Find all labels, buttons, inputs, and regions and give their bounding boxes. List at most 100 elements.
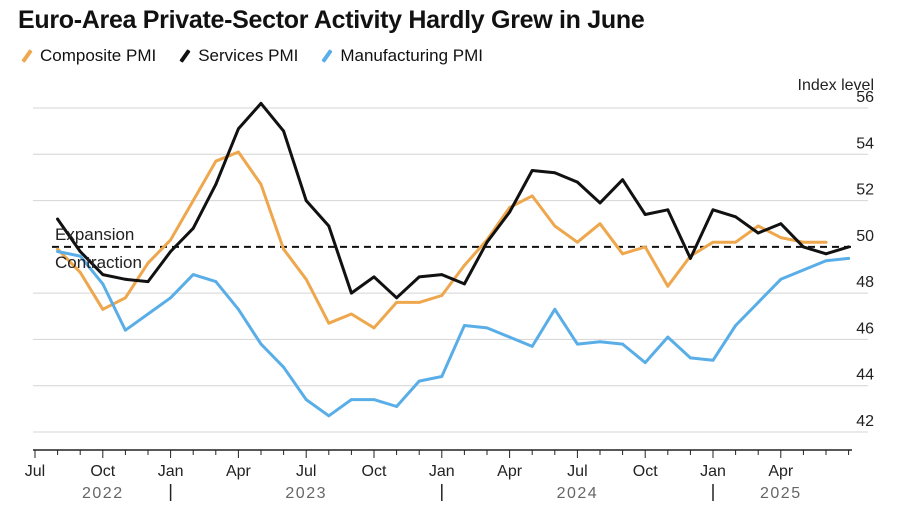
data-point	[237, 307, 240, 311]
x-tick-label: Apr	[226, 463, 252, 480]
data-point	[146, 312, 150, 316]
data-point	[191, 226, 195, 230]
data-point	[508, 335, 511, 339]
x-tick-label: Jan	[158, 463, 184, 480]
y-tick-label: 46	[856, 320, 874, 337]
data-point	[56, 247, 59, 251]
data-point	[598, 201, 602, 205]
x-tick-label: Oct	[90, 463, 115, 480]
data-point	[621, 178, 624, 182]
data-point	[237, 150, 240, 154]
x-tick-label: Apr	[768, 463, 794, 480]
legend-label-composite: Composite PMI	[40, 46, 157, 65]
data-point	[553, 307, 557, 311]
data-point	[56, 250, 59, 253]
y-tick-label: 54	[856, 135, 874, 152]
data-point	[666, 208, 670, 212]
data-point	[440, 375, 444, 378]
data-point	[78, 250, 82, 253]
data-point	[304, 199, 308, 202]
data-point	[327, 321, 331, 325]
y-tick-label: 44	[856, 367, 874, 384]
data-point	[824, 252, 828, 256]
data-point	[214, 159, 218, 163]
data-point	[395, 296, 398, 300]
data-point	[282, 129, 285, 133]
data-point	[824, 240, 828, 244]
data-point	[395, 301, 398, 304]
data-point	[440, 273, 444, 277]
data-point	[689, 356, 692, 360]
data-point	[621, 252, 624, 256]
series-composite-pmi	[56, 150, 828, 330]
data-point	[327, 224, 331, 228]
data-point	[576, 342, 579, 346]
data-point	[259, 101, 263, 105]
data-point	[485, 326, 489, 330]
x-tick-label: Jul	[567, 463, 587, 480]
year-label: 2024	[557, 485, 599, 502]
data-point	[124, 296, 127, 300]
data-point	[530, 169, 534, 172]
data-point	[576, 180, 579, 184]
y-tick-label: 52	[856, 182, 874, 199]
year-label: 2023	[285, 485, 327, 502]
data-point	[643, 361, 647, 364]
data-point	[779, 277, 783, 281]
legend-label-manufacturing: Manufacturing PMI	[340, 46, 484, 65]
legend-item-manufacturing: Manufacturing PMI	[320, 46, 483, 66]
series-manufacturing-pmi	[56, 250, 851, 418]
x-tick-label: Jan	[700, 463, 726, 480]
x-tick-label: Jul	[296, 463, 316, 480]
data-point	[282, 365, 285, 369]
data-point	[666, 335, 670, 339]
data-point	[169, 238, 173, 242]
legend-item-composite: Composite PMI	[20, 46, 156, 66]
data-point	[214, 280, 218, 283]
legend-item-services: Services PMI	[178, 46, 298, 66]
data-point	[779, 222, 783, 226]
y-tick-label: 50	[856, 228, 874, 245]
data-point	[101, 282, 105, 286]
data-point	[530, 344, 534, 348]
data-point	[756, 224, 760, 228]
data-point	[756, 301, 760, 304]
data-point	[146, 261, 150, 265]
y-tick-label: 42	[856, 413, 874, 430]
data-point	[756, 231, 760, 235]
data-point	[146, 280, 150, 283]
x-tick-label: Oct	[362, 463, 387, 480]
data-point	[78, 270, 82, 274]
year-label: 2022	[82, 485, 124, 502]
data-point	[802, 245, 805, 249]
data-point	[553, 171, 557, 175]
legend: Composite PMI Services PMI Manufacturing…	[20, 46, 483, 66]
data-point	[621, 342, 624, 346]
series-line	[56, 101, 851, 300]
data-point	[689, 257, 692, 260]
data-point	[372, 398, 376, 401]
data-point	[191, 273, 195, 277]
data-point	[214, 182, 218, 186]
data-point	[643, 245, 647, 249]
data-point	[191, 199, 195, 202]
data-point	[508, 210, 511, 214]
series-line	[56, 250, 851, 418]
data-point	[711, 240, 715, 244]
data-point	[259, 182, 263, 186]
data-point	[734, 215, 737, 219]
data-point	[124, 328, 127, 332]
data-point	[463, 263, 466, 267]
data-point	[169, 296, 173, 300]
data-point	[485, 240, 489, 244]
data-point	[711, 358, 715, 362]
data-point	[372, 326, 376, 330]
data-point	[101, 273, 105, 277]
data-point	[824, 259, 828, 263]
year-label: 2025	[760, 485, 802, 502]
series-line	[56, 150, 828, 330]
data-point	[598, 340, 602, 344]
data-point	[530, 194, 534, 198]
data-point	[463, 324, 466, 327]
